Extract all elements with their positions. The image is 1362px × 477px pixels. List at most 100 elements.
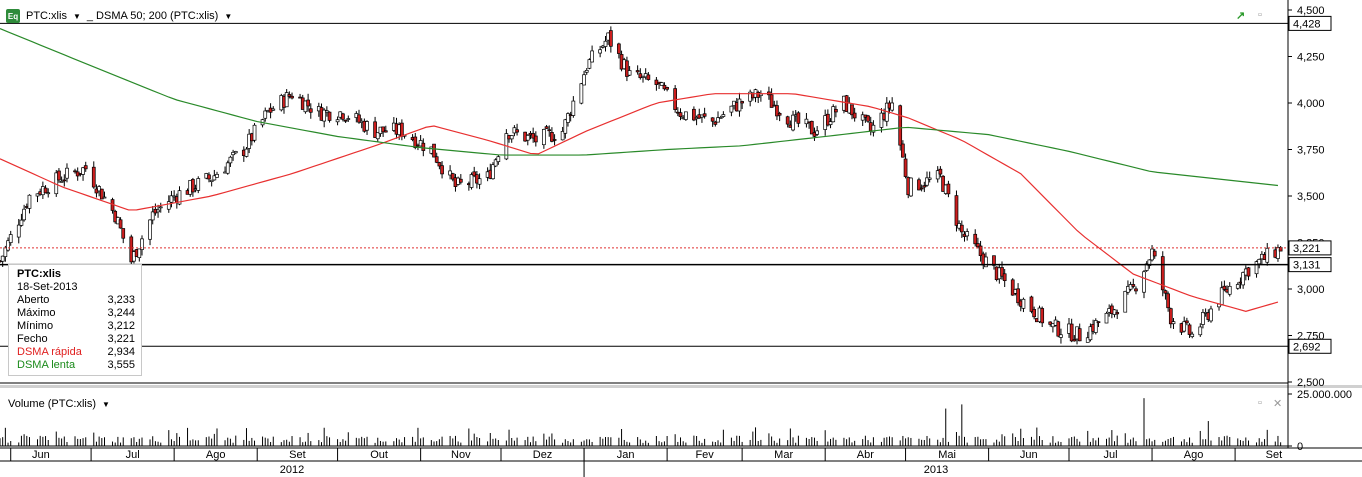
candle-body xyxy=(777,112,782,116)
candle-body xyxy=(322,109,327,122)
candle-body xyxy=(1059,334,1063,338)
candle-body xyxy=(306,99,310,107)
close-icon[interactable]: ✕ xyxy=(1273,398,1283,410)
legend-value: 3,212 xyxy=(107,320,135,332)
candle-body xyxy=(1002,273,1007,282)
month-label: Abr xyxy=(857,449,874,461)
candle-body xyxy=(1016,288,1020,304)
chart-header: Eq PTC:xlis ▼ _ DSMA 50; 200 (PTC:xlis) … xyxy=(6,7,232,25)
candle-body xyxy=(343,119,348,122)
candle-body xyxy=(22,208,26,221)
candle-body xyxy=(775,105,779,117)
candle-body xyxy=(1187,324,1192,335)
candle-body xyxy=(718,117,723,119)
candle-body xyxy=(1093,320,1098,333)
y-tick-label: 4,250 xyxy=(1297,52,1325,64)
legend-row: DSMA lenta 3,555 xyxy=(17,359,135,372)
candle-body xyxy=(118,219,123,229)
candle-body xyxy=(1209,308,1213,322)
month-label: Jul xyxy=(126,449,140,461)
candle-body xyxy=(496,156,501,163)
maximize-icon[interactable]: ▫ xyxy=(1258,397,1262,409)
candle-body xyxy=(432,143,436,158)
candle-body xyxy=(852,112,857,119)
candle-body xyxy=(1235,284,1240,289)
candle-body xyxy=(27,194,32,209)
candle-body xyxy=(729,105,734,113)
legend-value: 3,244 xyxy=(107,307,135,319)
candle-body xyxy=(566,113,570,123)
candle-body xyxy=(383,130,388,133)
candle-body xyxy=(659,82,664,86)
candle-body xyxy=(702,113,707,117)
volume-y-tick-label: 25.000.000 xyxy=(1297,389,1352,401)
candle-body xyxy=(308,108,313,113)
volume-selector[interactable]: Volume (PTC:xlis) xyxy=(8,398,97,410)
candle-body xyxy=(903,158,908,177)
candle-body xyxy=(552,139,557,141)
candle-body xyxy=(635,70,640,73)
candle-body xyxy=(721,114,726,117)
candle-body xyxy=(327,111,332,121)
candle-body xyxy=(225,162,230,174)
candle-body xyxy=(1032,309,1037,318)
candle-body xyxy=(57,170,61,181)
candle-body xyxy=(1000,267,1004,277)
legend-row: Aberto 3,233 xyxy=(17,294,135,307)
candle-body xyxy=(1096,321,1101,324)
candle-body xyxy=(1222,285,1227,290)
candle-body xyxy=(215,173,219,178)
legend-label: Máximo xyxy=(17,307,56,319)
candle-body xyxy=(1131,284,1136,287)
price-tag-box xyxy=(1288,15,1332,31)
candle-body xyxy=(1265,247,1270,263)
candle-body xyxy=(434,156,439,163)
symbol-selector[interactable]: PTC:xlis xyxy=(26,10,67,22)
candle-body xyxy=(346,118,351,120)
month-label: Jun xyxy=(32,449,50,461)
trend-icon[interactable]: ↗ xyxy=(1236,10,1246,22)
chevron-down-icon[interactable]: ▼ xyxy=(102,399,110,409)
chevron-down-icon[interactable]: ▼ xyxy=(72,11,81,21)
candle-body xyxy=(477,178,482,185)
candle-body xyxy=(627,70,632,76)
maximize-icon[interactable]: ▫ xyxy=(1258,9,1262,21)
candle-body xyxy=(984,256,988,268)
candle-body xyxy=(1029,296,1034,312)
candle-body xyxy=(834,108,838,113)
candle-body xyxy=(252,124,257,141)
indicator-selector[interactable]: _ DSMA 50; 200 (PTC:xlis) xyxy=(86,10,219,22)
candle-body xyxy=(284,92,289,108)
candle-body xyxy=(1185,320,1189,324)
month-label: Mar xyxy=(774,449,793,461)
candle-body xyxy=(169,195,174,203)
candle-body xyxy=(533,135,538,143)
candle-body xyxy=(1010,279,1015,296)
candle-body xyxy=(1227,285,1232,295)
candle-body xyxy=(493,159,498,167)
candle-body xyxy=(992,255,996,266)
month-label: Out xyxy=(370,449,388,461)
candle-body xyxy=(1128,284,1133,290)
candle-body xyxy=(946,183,951,195)
chevron-down-icon[interactable]: ▼ xyxy=(224,11,233,21)
candle-body xyxy=(603,40,608,47)
candle-body xyxy=(919,187,924,190)
candle-body xyxy=(550,132,554,142)
candle-body xyxy=(148,219,152,240)
panel-separator xyxy=(0,385,1362,388)
candle-body xyxy=(177,190,182,205)
candle-body xyxy=(207,174,211,180)
legend-label: DSMA lenta xyxy=(17,359,76,371)
candle-body xyxy=(156,209,160,213)
candle-body xyxy=(102,196,107,199)
candle-body xyxy=(357,114,361,123)
candle-body xyxy=(646,74,651,80)
candle-body xyxy=(1171,321,1176,325)
candle-body xyxy=(909,177,913,197)
candle-body xyxy=(673,88,678,110)
candle-body xyxy=(19,219,24,226)
candle-body xyxy=(1152,250,1157,257)
